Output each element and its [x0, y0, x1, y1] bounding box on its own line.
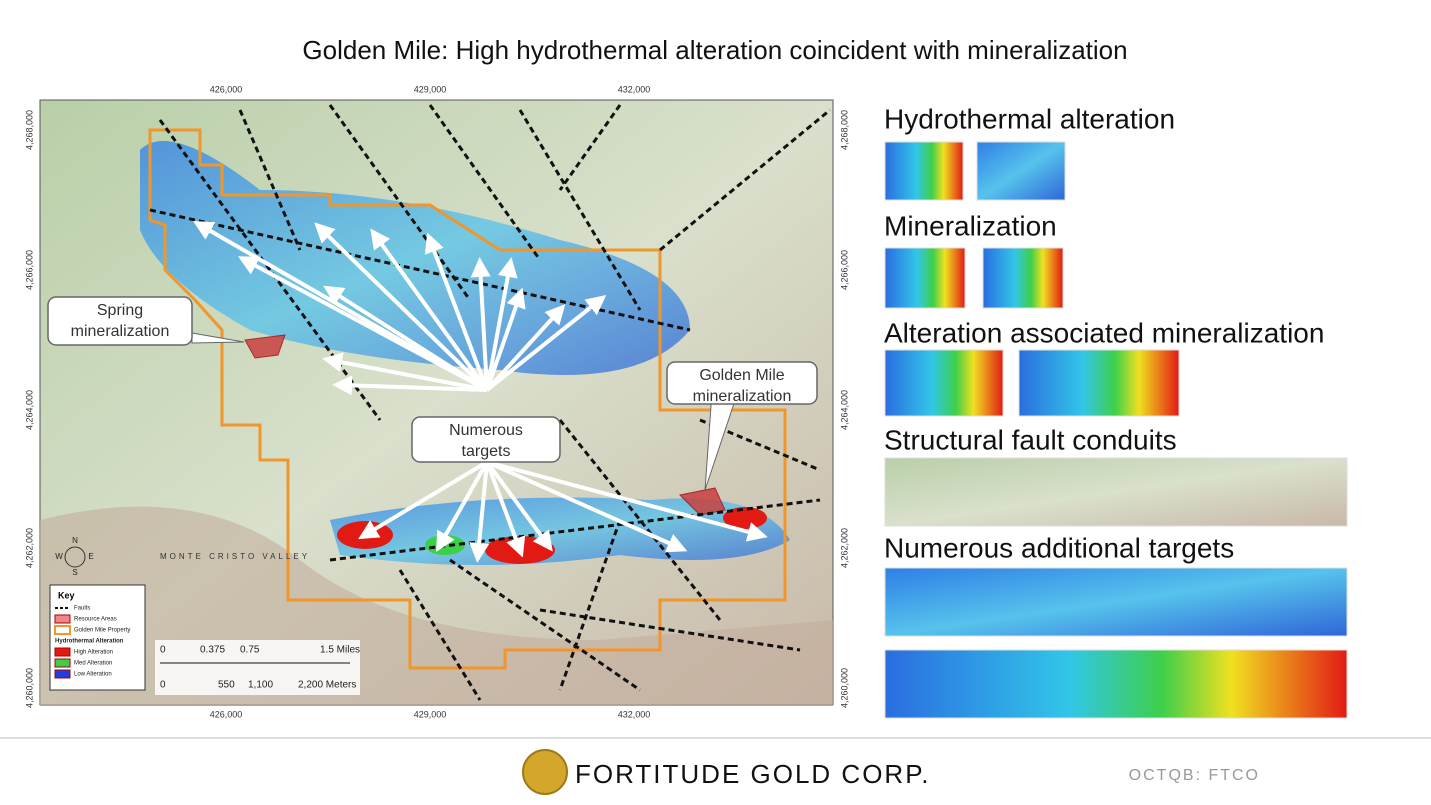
compass-letter: N	[72, 536, 78, 545]
y-coord-label: 4,262,000	[839, 528, 849, 568]
arrow	[436, 461, 489, 552]
x-coord-label: 432,000	[618, 709, 651, 719]
arrow	[485, 257, 518, 391]
panel-thumbnail	[884, 247, 966, 309]
arrow	[314, 222, 489, 392]
key-item: Hydrothermal Alteration	[55, 639, 124, 645]
arrow	[237, 256, 488, 392]
arrow	[486, 460, 768, 542]
panel-thumbnail	[976, 141, 1066, 201]
y-coord-label: 4,266,000	[839, 250, 849, 290]
place-label: MONTE CRISTO VALLEY	[160, 552, 310, 561]
scale-label: 2,200 Meters	[298, 680, 356, 691]
panel-thumbnail	[884, 457, 1348, 527]
arrow	[485, 295, 607, 392]
key-swatch	[54, 614, 71, 624]
compass	[64, 546, 86, 568]
arrow	[370, 228, 489, 392]
key-swatch	[54, 625, 71, 635]
scale-label: 0	[160, 645, 166, 656]
callout-text: mineralization	[693, 388, 792, 405]
scale-label: 1,100	[248, 680, 273, 691]
scale-label: 1.5 Miles	[320, 645, 360, 656]
slide-title: Golden Mile: High hydrothermal alteratio…	[302, 35, 1127, 65]
y-coord-label: 4,260,000	[839, 668, 849, 708]
callout-box	[47, 296, 193, 346]
resource-area	[678, 487, 726, 516]
scale-label: 0.75	[240, 645, 260, 656]
panel-heading: Alteration associated mineralization	[884, 317, 1324, 348]
callout-box	[411, 416, 561, 463]
scale-label: 0	[160, 680, 166, 691]
arrow	[470, 257, 491, 391]
key-item: Med Alteration	[74, 661, 112, 667]
key-item: Low Alteration	[74, 672, 112, 678]
y-coord-label: 4,266,000	[24, 250, 34, 290]
ticker: OCTQB: FTCO	[1129, 767, 1260, 784]
key-item: Resource Areas	[74, 617, 117, 623]
arrow	[485, 461, 526, 558]
scale-label: 0.375	[200, 645, 225, 656]
y-coord-label: 4,262,000	[24, 528, 34, 568]
x-coord-label: 426,000	[210, 84, 243, 94]
callout-box	[666, 361, 818, 405]
arrow	[322, 352, 488, 392]
panel-thumbnail	[884, 649, 1348, 719]
panel-heading: Hydrothermal alteration	[884, 103, 1175, 134]
arrow	[485, 304, 566, 392]
key-item: High Alteration	[74, 650, 113, 656]
compass-letter: E	[88, 552, 93, 561]
compass-letter: W	[55, 552, 63, 561]
panel-thumbnail	[982, 247, 1064, 309]
compass-letter: S	[72, 568, 77, 577]
y-coord-label: 4,268,000	[24, 110, 34, 150]
arrow	[358, 460, 489, 540]
panel-heading: Mineralization	[884, 210, 1057, 241]
x-coord-label: 426,000	[210, 709, 243, 719]
arrow	[469, 461, 490, 563]
x-coord-label: 432,000	[618, 84, 651, 94]
x-coord-label: 429,000	[414, 709, 447, 719]
key-swatch	[54, 647, 71, 657]
company-name: FORTITUDE GOLD CORP.	[575, 759, 930, 789]
arrow	[332, 375, 488, 396]
callout-text: targets	[462, 443, 511, 460]
panel-thumbnail	[884, 141, 964, 201]
scale-bar	[155, 640, 360, 695]
panel-heading: Numerous additional targets	[884, 532, 1234, 563]
panel-thumbnail	[884, 567, 1348, 637]
arrow	[323, 285, 489, 392]
panel-thumbnail	[1018, 349, 1180, 417]
y-coord-label: 4,264,000	[839, 390, 849, 430]
key-title: Key	[58, 590, 75, 600]
callout-text: mineralization	[71, 323, 170, 340]
scale-label: 550	[218, 680, 235, 691]
x-coord-label: 429,000	[414, 84, 447, 94]
resource-area	[244, 334, 286, 359]
arrow	[424, 232, 489, 391]
y-coord-label: 4,264,000	[24, 390, 34, 430]
callout-text: Numerous	[449, 422, 523, 439]
panel-thumbnail	[884, 349, 1004, 417]
arrow	[485, 287, 526, 391]
key-swatch	[54, 669, 71, 679]
panel-heading: Structural fault conduits	[884, 424, 1177, 455]
logo	[522, 749, 568, 795]
callout-text: Golden Mile	[699, 367, 784, 384]
key-item: Faults	[74, 606, 90, 612]
key-item: Golden Mile Property	[74, 628, 130, 634]
right-panels: Hydrothermal alteration Mineralization Alt…	[884, 103, 1348, 719]
arrow	[486, 460, 688, 553]
target-arrows	[193, 221, 768, 563]
y-coord-label: 4,268,000	[839, 110, 849, 150]
y-coord-label: 4,260,000	[24, 668, 34, 708]
callout-text: Spring	[97, 302, 143, 319]
arrow	[485, 460, 553, 552]
key-swatch	[54, 658, 71, 668]
